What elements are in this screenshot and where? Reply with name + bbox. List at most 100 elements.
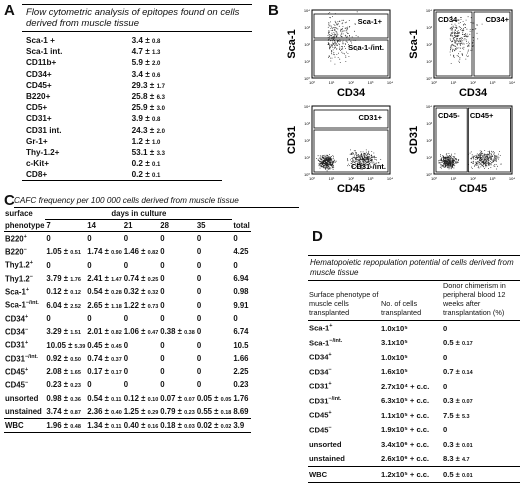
panel-c-sd: 0.87 [70, 410, 81, 416]
panel-a-row: CD5+ 25.9 ± 3.0 [22, 102, 222, 113]
panel-a-label: c-Kit+ [26, 159, 49, 169]
panel-a-label: CD34+ [26, 69, 52, 79]
panel-c-phenotype: CD45+ [5, 366, 29, 377]
panel-c-value: 0 [160, 353, 165, 363]
panel-c-sd: 0.82 [111, 330, 122, 337]
panel-c-row: CD34+ 0 0 0 0 0 0 [4, 312, 251, 325]
panel-d-row: unsorted 3.4x10⁶ + c.c. 0.3 ± 0.01 [308, 437, 520, 452]
panel-d-cells: 1.0x10⁵ [381, 323, 408, 333]
panel-a-sd: 0.1 [152, 173, 161, 180]
panel-c-value: 2.08 ± 1.65 [46, 367, 81, 377]
panel-c-value: 0.32 ± 0.32 [123, 287, 159, 297]
panel-c-phenotype: CD31−/int. [5, 353, 38, 364]
flow-plot-events [316, 149, 382, 172]
panel-c-value: 0 [87, 380, 92, 390]
panel-c-value: 0 [123, 353, 129, 363]
panel-c-phenotype: Sca-1−/int. [5, 300, 39, 310]
panel-c-row: Thy1.2− 3.79 ± 1.76 2.41 ± 1.47 0.74 ± 0.25… [4, 272, 251, 285]
panel-c-value: 0.74 ± 0.37 [87, 353, 122, 363]
panel-d-cells: 1.0x10⁵ [381, 352, 408, 362]
gate-box [313, 13, 389, 39]
panel-c-sd: 0.11 [111, 396, 122, 403]
flow-plot-ytick: 10³ [426, 25, 432, 30]
panel-d-row: CD45− 1.9x10⁵ + c.c. 0 [308, 423, 520, 438]
panel-c-value: 0 [196, 313, 202, 323]
panel-c-value: 0.55 ± 0.18 [196, 407, 232, 416]
panel-c-phenotype: Thy1.2+ [5, 260, 33, 271]
panel-d-cells: 3.4x10⁶ + c.c. [381, 439, 430, 449]
panel-c-phenotype: B220+ [5, 233, 27, 244]
panel-d-cells: 2.7x10⁴ + c.c. [381, 381, 430, 391]
panel-c-value: 0 [160, 367, 165, 377]
panel-c-total: 0 [233, 260, 238, 270]
panel-a-row: c-Kit+ 0.2 ± 0.1 [22, 158, 222, 169]
panel-c-phenotype: Sca-1+ [5, 287, 30, 297]
panel-c-row: unstained 3.74 ± 0.87 2.36 ± 0.40 1.25 ± 0.… [4, 405, 251, 419]
panel-c-header-row: phenotype 7 14 21 28 35 total [4, 219, 251, 232]
panel-a-table: Sca-1 +3.4 ± 0.8 Sca-1 int. 4.7 ± 1.3 CD11b… [22, 35, 222, 180]
panel-c-sd: 0.23 [184, 410, 195, 416]
panel-c-value: 1.46 ± 0.82 [123, 247, 159, 257]
panel-c-value: 0 [160, 274, 165, 284]
flow-plot-xtick: 10¹ [329, 176, 335, 181]
panel-c-sd: 0.32 [147, 290, 159, 297]
panel-c-value: 0 [160, 340, 165, 350]
flow-plot-xtick: 10⁴ [387, 176, 393, 181]
panel-a-sd: 1.3 [152, 50, 161, 57]
panel-d-phenotype: CD31+ [309, 381, 332, 392]
panel-a-sd: 0.6 [152, 72, 161, 79]
flow-plot-ytick: 10⁴ [304, 104, 310, 109]
panel-c-value: 0 [87, 234, 92, 244]
panel-c-value: 0 [46, 260, 51, 270]
panel-a-value: 3.4 ± 0.8 [131, 36, 161, 46]
flow-plot-ytick: 10² [304, 42, 310, 47]
panel-c-total: 9.91 [233, 300, 249, 310]
panel-c-total: 6.74 [233, 327, 249, 337]
panel-c-sd: 0.38 [184, 330, 195, 337]
flow-plot-ytick: 10³ [304, 121, 310, 126]
panel-c-total: 4.25 [233, 247, 249, 257]
panel-b-flow-plots: Sca-1 CD34 10⁴ 10³ 10² 10¹ 10⁰ 10⁰ 10¹ 10² 10³ 10⁴ S… [282, 4, 520, 195]
panel-d-cells: 1.1x10⁵ + c.c. [381, 410, 430, 420]
panel-c-total: 0 [233, 313, 238, 323]
panel-d-chimerism: 0.7 ± 0.14 [443, 367, 473, 377]
panel-c-value: 0.02 ± 0.02 [195, 418, 233, 434]
panel-a-row: CD31 int. 24.3 ± 2.0 [22, 125, 222, 136]
panel-c-value: 0.17 ± 0.17 [87, 367, 122, 377]
panel-c-row: Sca-1+ 0.12 ± 0.12 0.54 ± 0.28 0.32 ± 0.32 0… [4, 285, 251, 298]
gate-label: CD34- [438, 15, 460, 24]
flow-plot-xtick: 10¹ [451, 80, 457, 85]
panel-c-sd: 1.18 [111, 303, 122, 310]
panel-c-value: 0.12 ± 0.12 [46, 287, 81, 297]
panel-a-sd: 2.0 [156, 128, 165, 135]
panel-d-chimerism: 0 [443, 323, 448, 333]
panel-a-sd: 0.1 [152, 162, 161, 169]
gate-box [313, 109, 389, 129]
panel-c-value: 3.79 ± 1.76 [46, 274, 81, 284]
panel-c-sd: 1.65 [70, 370, 81, 377]
panel-a-bottom-rule [22, 180, 222, 182]
panel-c-phenotype: Thy1.2− [5, 273, 33, 284]
panel-c-value: 0.45 ± 0.45 [87, 340, 122, 350]
panel-c-sd: 0.51 [70, 250, 81, 257]
panel-c-row: WBC 1.96 ± 0.48 1.34 ± 0.11 0.40 ± 0.16 0.18… [4, 418, 251, 434]
flow-plot-ytick: 10⁴ [304, 8, 310, 13]
panel-c-sd: 0.48 [70, 424, 81, 431]
gate-box [313, 39, 389, 77]
panel-c-value: 0.74 ± 0.25 [123, 274, 159, 284]
panel-c-value: 0 [123, 380, 129, 390]
panel-c-phenotype: CD34+ [5, 313, 29, 324]
panel-c-sd: 0.02 [220, 424, 232, 431]
panel-a-row: CD34+ 3.4 ± 0.6 [22, 69, 222, 80]
panel-a-value: 0.2 ± 0.1 [131, 170, 161, 180]
panel-c-total: 1.66 [233, 353, 249, 363]
panel-d-row: Sca-1+ 1.0x10⁵ 0 [308, 321, 520, 336]
panel-d-phenotype: CD34− [309, 366, 332, 377]
panel-c-value: 1.96 ± 0.48 [45, 418, 87, 434]
panel-a-row: Thy-1.2+ 53.1 ± 3.3 [22, 147, 222, 158]
panel-c-value: 10.05 ± 5.39 [46, 340, 86, 350]
panel-a-value: 25.8 ± 6.3 [131, 92, 165, 102]
panel-d-phenotype: CD45− [309, 424, 332, 435]
gate-label: CD45+ [470, 111, 494, 120]
panel-d-header-row: Surface phenotype of muscle cells transp… [308, 281, 520, 321]
